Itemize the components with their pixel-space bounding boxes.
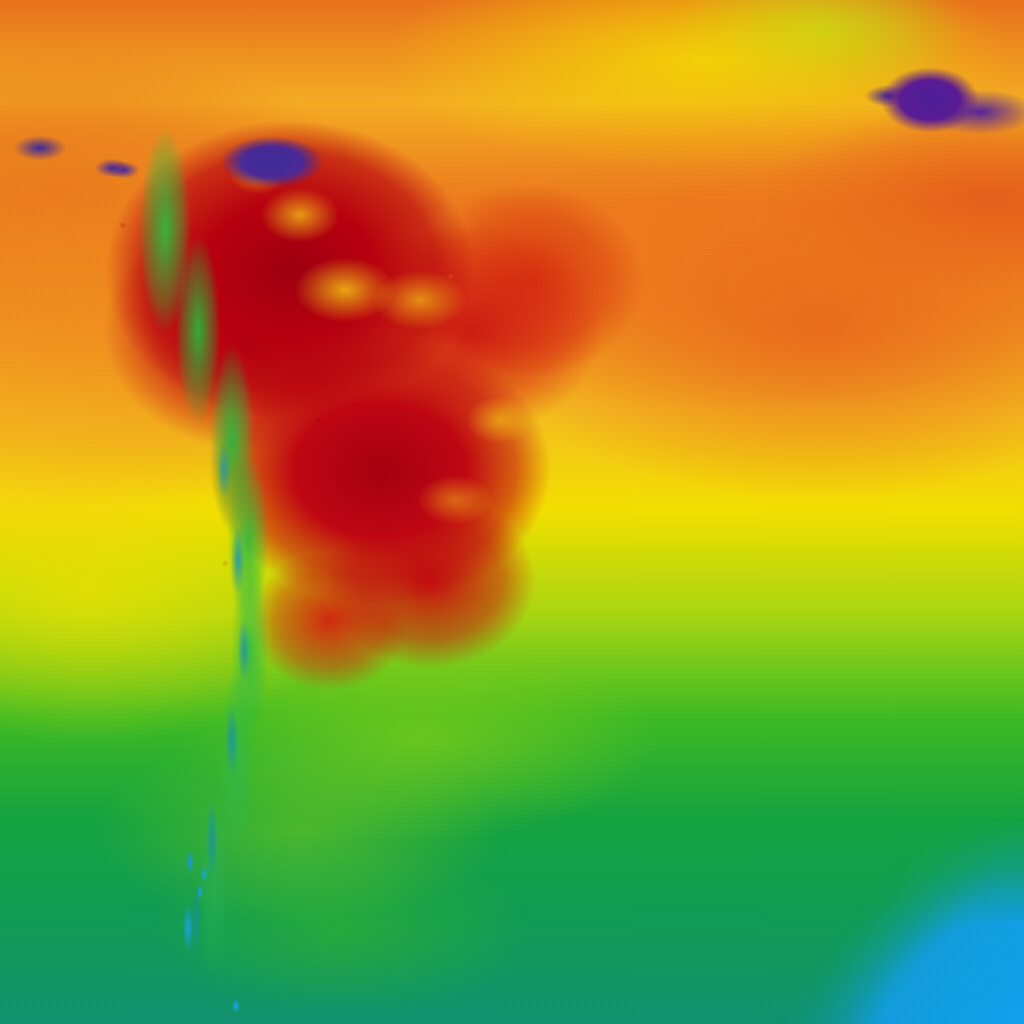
model-grid-texture-layer	[0, 0, 1024, 1024]
raster-heatmap-canvas	[0, 0, 1024, 1024]
pixel-grain-layer	[0, 0, 1024, 1024]
southeast-cold-tongue-layer	[0, 0, 1024, 1024]
